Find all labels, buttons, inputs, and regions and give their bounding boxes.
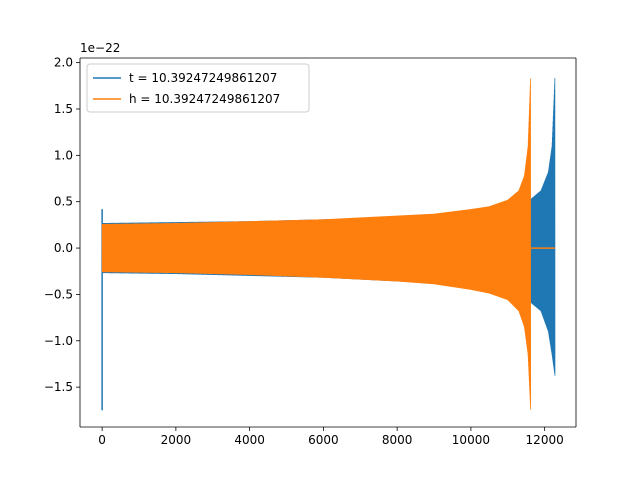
x-tick-label: 0 — [98, 433, 106, 447]
legend-box — [86, 63, 310, 113]
x-tick-label: 6000 — [308, 433, 339, 447]
series-layer — [101, 78, 556, 411]
y-axis: −1.5 −1.0 −0.5 0.0 0.5 1.0 1.5 2.0 — [44, 56, 80, 394]
y-tick-label: 0.0 — [54, 241, 73, 255]
y-tick-label: 1.5 — [54, 102, 73, 116]
series-h-line — [101, 78, 531, 410]
x-tick-label: 8000 — [382, 433, 413, 447]
axes-frame — [79, 57, 577, 428]
y-tick-label: 2.0 — [54, 56, 73, 70]
y-tick-label: −1.0 — [44, 334, 73, 348]
x-tick-label: 12000 — [526, 433, 564, 447]
x-axis: 0 2000 4000 6000 8000 10000 12000 — [98, 427, 564, 447]
x-tick-label: 4000 — [234, 433, 265, 447]
legend-label: h = 10.39247249861207 — [129, 92, 280, 106]
legend-label: t = 10.39247249861207 — [129, 71, 277, 85]
x-tick-label: 10000 — [452, 433, 490, 447]
y-scale-offset-label: 1e−22 — [80, 41, 120, 55]
y-tick-label: −0.5 — [44, 287, 73, 301]
y-tick-label: 0.5 — [54, 195, 73, 209]
y-tick-label: −1.5 — [44, 380, 73, 394]
y-tick-label: 1.0 — [54, 148, 73, 162]
x-tick-label: 2000 — [161, 433, 192, 447]
legend: t = 10.39247249861207 h = 10.392472498612… — [86, 63, 310, 113]
